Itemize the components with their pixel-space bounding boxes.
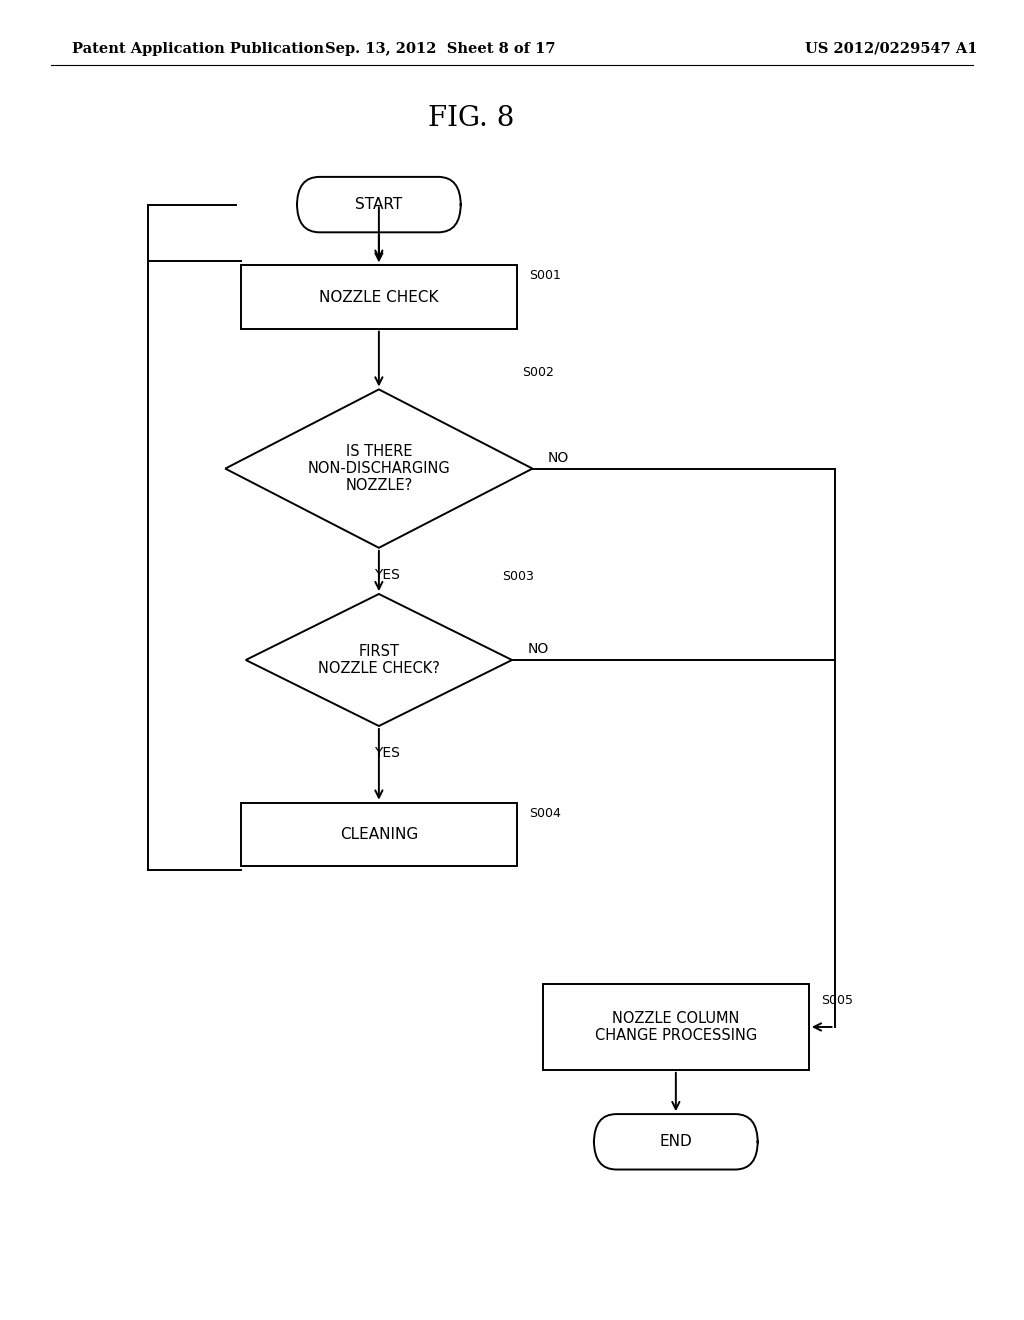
Text: S004: S004 <box>529 807 561 820</box>
Text: YES: YES <box>374 568 400 582</box>
Text: Sep. 13, 2012  Sheet 8 of 17: Sep. 13, 2012 Sheet 8 of 17 <box>325 42 556 55</box>
Text: YES: YES <box>374 746 400 760</box>
Text: S002: S002 <box>522 366 554 379</box>
Bar <box>241 265 517 329</box>
Bar <box>543 985 809 1069</box>
Text: NO: NO <box>527 643 549 656</box>
Text: NO: NO <box>548 451 569 465</box>
Text: END: END <box>659 1134 692 1150</box>
Text: FIG. 8: FIG. 8 <box>428 106 514 132</box>
Text: S003: S003 <box>502 570 534 583</box>
Text: IS THERE
NON-DISCHARGING
NOZZLE?: IS THERE NON-DISCHARGING NOZZLE? <box>307 444 451 494</box>
Text: S001: S001 <box>529 269 561 282</box>
Text: S005: S005 <box>821 994 853 1007</box>
FancyBboxPatch shape <box>594 1114 758 1170</box>
Text: NOZZLE CHECK: NOZZLE CHECK <box>319 289 438 305</box>
Text: FIRST
NOZZLE CHECK?: FIRST NOZZLE CHECK? <box>317 644 440 676</box>
Text: Patent Application Publication: Patent Application Publication <box>72 42 324 55</box>
FancyBboxPatch shape <box>297 177 461 232</box>
Text: US 2012/0229547 A1: US 2012/0229547 A1 <box>805 42 977 55</box>
Text: START: START <box>355 197 402 213</box>
Text: NOZZLE COLUMN
CHANGE PROCESSING: NOZZLE COLUMN CHANGE PROCESSING <box>595 1011 757 1043</box>
Polygon shape <box>225 389 532 548</box>
Polygon shape <box>246 594 512 726</box>
Text: CLEANING: CLEANING <box>340 826 418 842</box>
Bar <box>241 803 517 866</box>
